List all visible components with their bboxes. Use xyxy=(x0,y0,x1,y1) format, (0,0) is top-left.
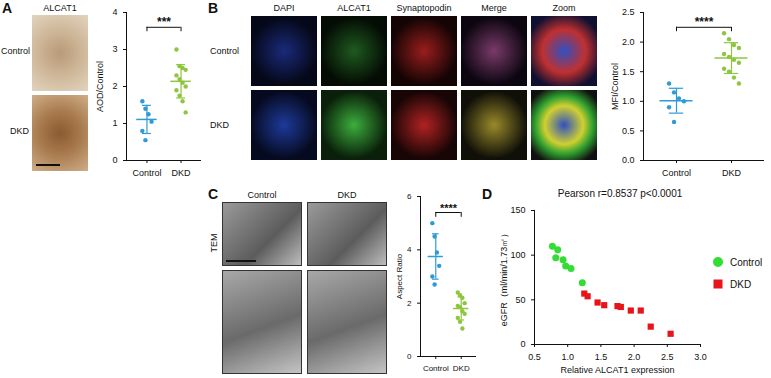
html-text:Pearson r=0.8537 p<0.0001: Pearson r=0.8537 p<0.0001 xyxy=(557,188,683,199)
svg-text:***: *** xyxy=(157,15,171,29)
svg-text:DKD: DKD xyxy=(453,364,470,373)
html-text:Merge: Merge xyxy=(481,3,507,13)
svg-text:2.0: 2.0 xyxy=(622,37,635,47)
html-text:DKD: DKD xyxy=(730,278,752,290)
html-text:Control: Control xyxy=(730,256,763,268)
html-text:Control: Control xyxy=(210,46,239,56)
svg-text:AOD/Control: AOD/Control xyxy=(95,61,105,112)
svg-text:2: 2 xyxy=(112,81,117,91)
svg-text:eGFR（ml/min/1.73㎡）: eGFR（ml/min/1.73㎡） xyxy=(499,229,509,327)
svg-text:3.0: 3.0 xyxy=(694,352,707,362)
svg-text:Control: Control xyxy=(132,168,161,178)
svg-text:Aspect Ratio: Aspect Ratio xyxy=(395,253,404,299)
svg-text:4: 4 xyxy=(407,245,412,254)
svg-text:Control: Control xyxy=(662,168,691,178)
html-text:Synaptopodin: Synaptopodin xyxy=(396,3,452,13)
svg-text:DKD: DKD xyxy=(722,168,742,178)
svg-text:0.5: 0.5 xyxy=(622,126,635,136)
svg-text:1.5: 1.5 xyxy=(595,352,608,362)
svg-text:2.5: 2.5 xyxy=(622,7,635,17)
svg-text:2: 2 xyxy=(407,299,412,308)
html-text:Zoom: Zoom xyxy=(552,3,576,13)
html-text:D: D xyxy=(482,186,493,202)
svg-text:150: 150 xyxy=(510,205,525,215)
html-text:TEM: TEM xyxy=(208,233,219,253)
svg-text:DKD: DKD xyxy=(172,168,192,178)
svg-text:100: 100 xyxy=(510,250,525,260)
html-text:B: B xyxy=(208,0,219,16)
svg-text:Relative ALCAT1 expression: Relative ALCAT1 expression xyxy=(561,365,675,375)
svg-text:0: 0 xyxy=(112,155,117,165)
html-text:C: C xyxy=(208,186,219,202)
svg-text:0.5: 0.5 xyxy=(528,352,541,362)
html-text:ALCAT1: ALCAT1 xyxy=(43,3,77,13)
svg-text:2.0: 2.0 xyxy=(628,352,641,362)
svg-text:2.5: 2.5 xyxy=(661,352,674,362)
svg-text:1.0: 1.0 xyxy=(561,352,574,362)
svg-text:0: 0 xyxy=(407,352,412,361)
html-text:DKD: DKD xyxy=(10,126,29,136)
html-text:DAPI: DAPI xyxy=(273,3,295,13)
svg-text:50: 50 xyxy=(515,295,525,305)
svg-text:1.5: 1.5 xyxy=(622,67,635,77)
svg-text:1: 1 xyxy=(112,118,117,128)
html-text:ALCAT1: ALCAT1 xyxy=(337,3,371,13)
svg-text:3: 3 xyxy=(112,44,117,54)
html-text:A: A xyxy=(2,0,13,16)
svg-text:0: 0 xyxy=(520,339,525,349)
svg-text:Control: Control xyxy=(423,364,449,373)
html-text:DKD: DKD xyxy=(210,120,229,130)
svg-text:4: 4 xyxy=(112,7,117,17)
svg-text:MFI/Control: MFI/Control xyxy=(610,63,620,110)
svg-text:6: 6 xyxy=(407,192,412,201)
html-text:DKD: DKD xyxy=(337,190,357,200)
svg-text:0.0: 0.0 xyxy=(622,155,635,165)
html-text:Control: Control xyxy=(1,46,30,56)
html-text:Control: Control xyxy=(247,190,277,200)
svg-text:1.0: 1.0 xyxy=(622,96,635,106)
svg-text:****: **** xyxy=(695,15,714,29)
svg-text:****: **** xyxy=(440,202,458,214)
